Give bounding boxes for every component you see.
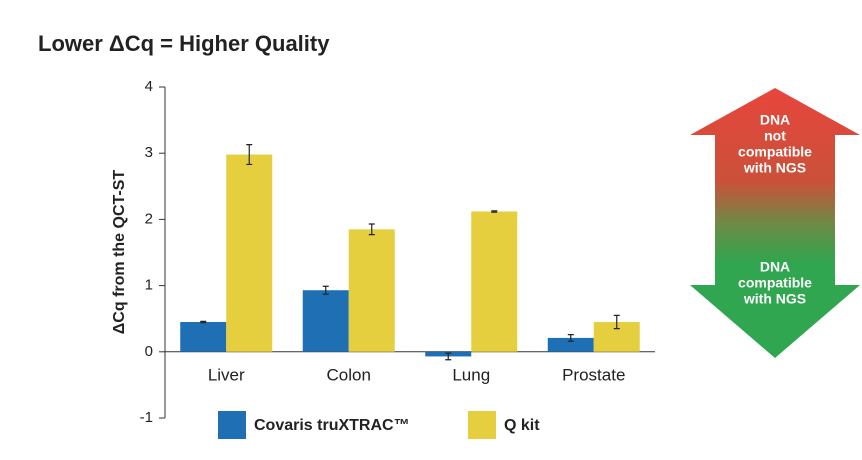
quality-arrow xyxy=(690,88,860,358)
error-bar xyxy=(322,285,329,295)
arrow-text: with NGS xyxy=(743,160,806,176)
bar xyxy=(471,211,518,352)
bar xyxy=(226,154,273,352)
arrow-text: DNA xyxy=(760,112,790,128)
y-tick-label: 4 xyxy=(145,78,153,95)
error-bar xyxy=(567,333,574,342)
chart-title: Lower ΔCq = Higher Quality xyxy=(38,31,330,56)
error-bar xyxy=(613,314,620,330)
arrow-text: compatible xyxy=(738,144,812,160)
error-bar xyxy=(246,143,253,166)
y-tick-label: -1 xyxy=(140,409,153,426)
bar xyxy=(302,290,349,352)
legend-swatch xyxy=(468,411,496,439)
error-bar xyxy=(200,320,207,324)
x-tick-label: Lung xyxy=(452,365,490,384)
y-axis-label: ΔCq from the QCT-ST xyxy=(111,170,128,335)
bar xyxy=(348,229,395,352)
x-tick-label: Prostate xyxy=(562,365,625,384)
legend-swatch xyxy=(218,411,246,439)
arrow-text: with NGS xyxy=(743,291,806,307)
legend-label: Q kit xyxy=(504,417,540,434)
x-tick-label: Colon xyxy=(327,365,371,384)
y-tick-label: 3 xyxy=(145,144,153,161)
y-tick-label: 1 xyxy=(145,277,153,294)
error-bar xyxy=(491,210,498,213)
bar xyxy=(547,337,594,352)
arrow-text: not xyxy=(764,128,786,144)
error-bar xyxy=(368,223,375,236)
x-tick-label: Liver xyxy=(208,365,245,384)
arrow-text: compatible xyxy=(738,275,812,291)
legend-label: Covaris truXTRAC™ xyxy=(254,417,410,434)
y-tick-label: 0 xyxy=(145,343,153,360)
error-bar xyxy=(445,352,452,361)
bar xyxy=(180,322,227,352)
y-tick-label: 2 xyxy=(145,210,153,227)
arrow-text: DNA xyxy=(760,259,790,275)
